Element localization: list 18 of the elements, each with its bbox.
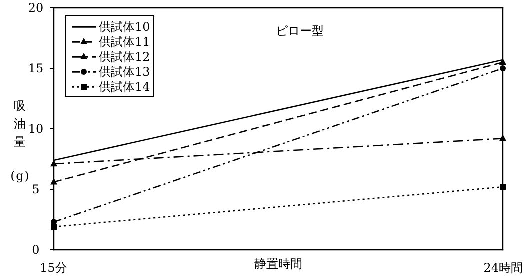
legend-label: 供試体12 xyxy=(99,50,150,64)
y-tick-label: 20 xyxy=(28,1,44,15)
point xyxy=(51,224,57,230)
text: ピロー型 xyxy=(276,24,324,38)
x-tick-label: 15分 xyxy=(40,261,68,275)
x-tick-label: 24時間 xyxy=(484,261,523,275)
y-tick-label: 5 xyxy=(32,182,40,196)
text: 吸油量 (g) xyxy=(10,99,30,183)
y-tick-label: 0 xyxy=(32,243,40,257)
y-tick-label: 10 xyxy=(28,122,44,136)
point xyxy=(500,66,506,72)
legend-label: 供試体10 xyxy=(99,20,150,34)
y-tick-label: 15 xyxy=(28,62,44,76)
legend-label: 供試体14 xyxy=(99,80,151,94)
point xyxy=(500,184,506,190)
legend-label: 供試体13 xyxy=(99,65,150,79)
legend-label: 供試体11 xyxy=(99,35,150,49)
x-axis-title: 静置時間 xyxy=(254,257,302,271)
